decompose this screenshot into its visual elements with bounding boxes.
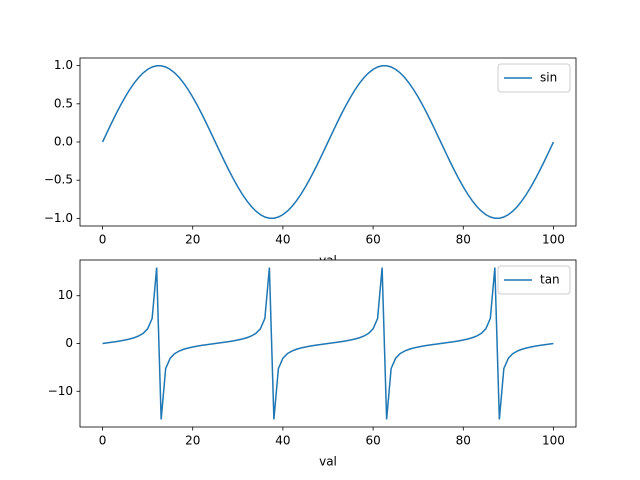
x-tick-label: 40 bbox=[275, 434, 290, 448]
x-tick-label: 100 bbox=[542, 233, 565, 247]
y-tick-label: 1.0 bbox=[54, 58, 73, 72]
series-line bbox=[102, 267, 554, 420]
x-tick-label: 0 bbox=[99, 434, 107, 448]
y-tick-label: 0.5 bbox=[54, 96, 73, 110]
x-tick-label: 60 bbox=[365, 434, 380, 448]
y-tick-label: −10 bbox=[48, 384, 73, 398]
series-line bbox=[101, 65, 555, 219]
x-tick-label: 20 bbox=[185, 434, 200, 448]
y-tick-label: −1.0 bbox=[44, 211, 73, 225]
x-tick-label: 20 bbox=[185, 233, 200, 247]
legend-box bbox=[497, 63, 571, 93]
x-tick-label: 80 bbox=[456, 233, 471, 247]
x-axis-label: val bbox=[319, 455, 337, 469]
y-tick-label: −0.5 bbox=[44, 173, 73, 187]
x-tick-label: 0 bbox=[99, 233, 107, 247]
y-tick-label: 10 bbox=[58, 288, 73, 302]
y-tick-label: 0.0 bbox=[54, 135, 73, 149]
legend-label: sin bbox=[540, 71, 557, 85]
x-tick-label: 100 bbox=[542, 434, 565, 448]
x-tick-label: 40 bbox=[275, 233, 290, 247]
x-tick-label: 80 bbox=[456, 434, 471, 448]
legend-box bbox=[497, 265, 571, 295]
legend-label: tan bbox=[540, 273, 560, 287]
y-tick-label: 0 bbox=[65, 336, 73, 350]
x-tick-label: 60 bbox=[365, 233, 380, 247]
